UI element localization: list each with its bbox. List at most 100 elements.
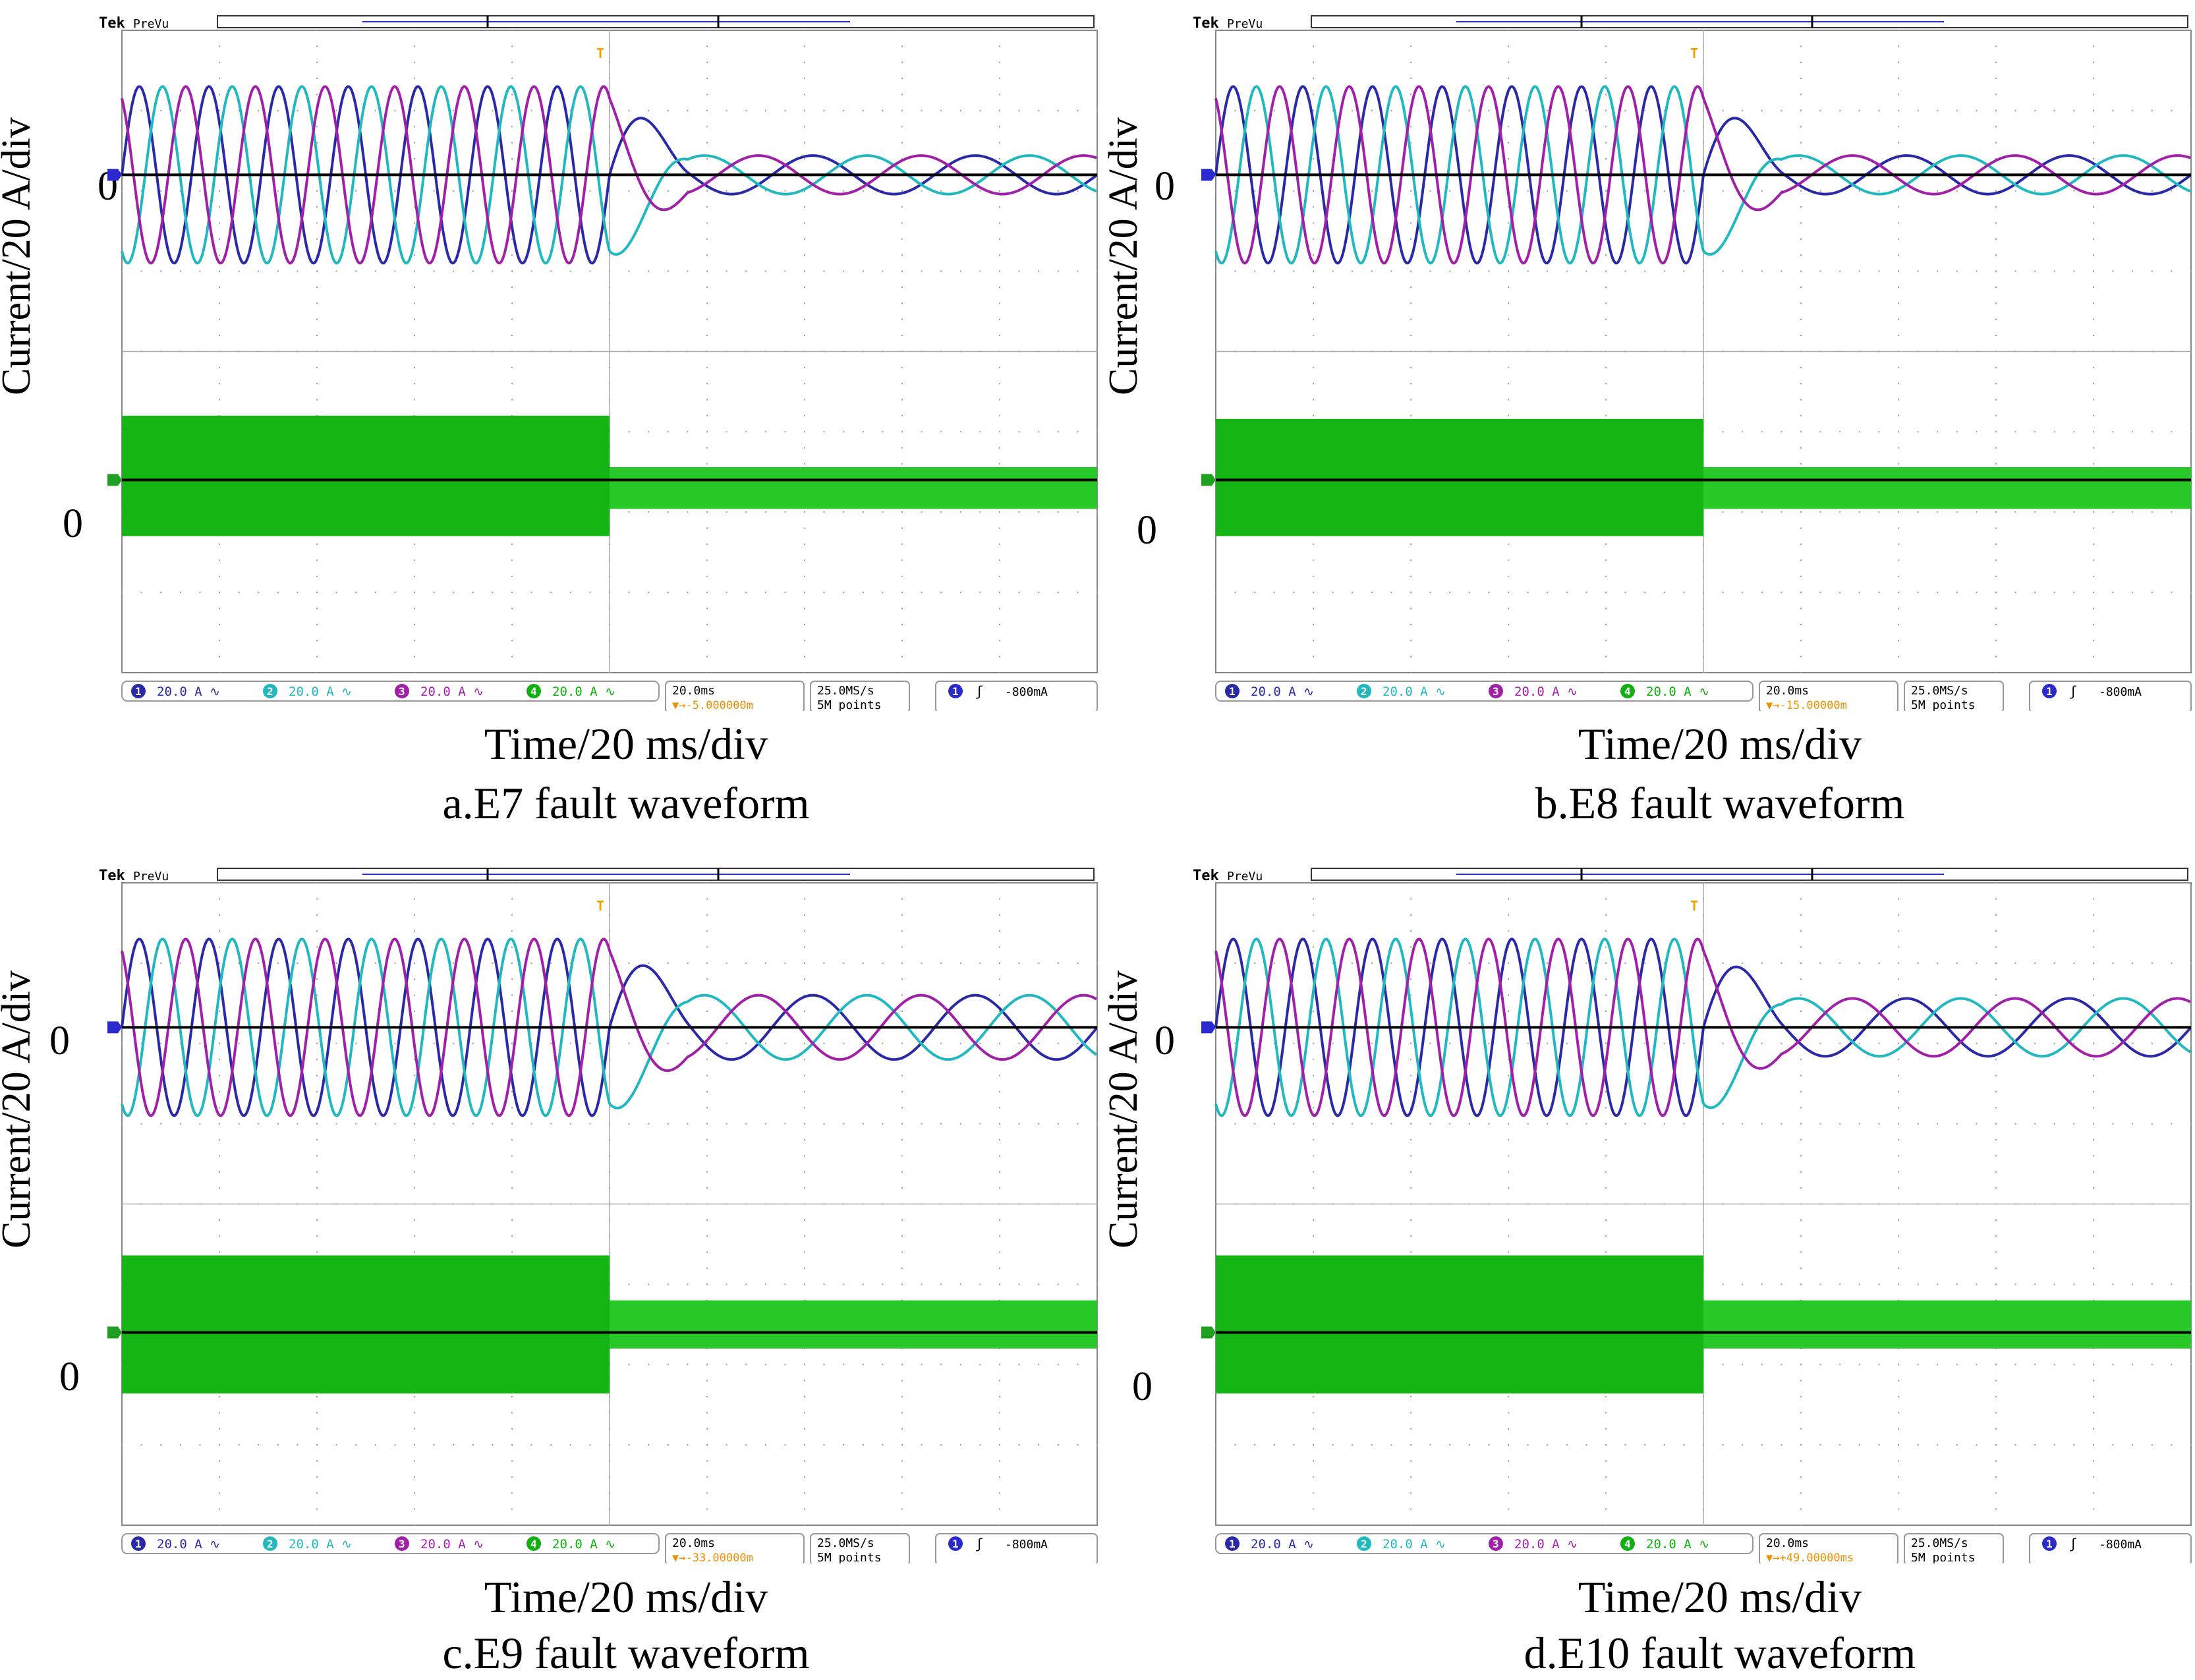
brand-label: Tek bbox=[99, 868, 125, 884]
sample-rate-value: 25.0MS/s bbox=[817, 1536, 874, 1550]
timebase-box bbox=[665, 681, 805, 711]
sample-rate-value: 25.0MS/s bbox=[817, 684, 874, 698]
ch3-scale: 20.0 A ∿ bbox=[420, 685, 484, 699]
ch1-scale: 20.0 A ∿ bbox=[1251, 1537, 1314, 1552]
record-length-value: 5M points bbox=[817, 1551, 882, 1563]
ch4-badge bbox=[1620, 1536, 1635, 1551]
brand-label: Tek bbox=[99, 15, 125, 32]
ch4-badge bbox=[527, 1536, 541, 1551]
ch3-badge bbox=[395, 684, 409, 698]
brand-label: Tek bbox=[1193, 15, 1219, 32]
timebase-value: 20.0ms bbox=[672, 684, 715, 698]
mode-label: PreVu bbox=[133, 870, 169, 883]
ch4-badge bbox=[527, 684, 541, 698]
ch1-number: 1 bbox=[1229, 685, 1236, 698]
delay-value: ▼→+49.00000ms bbox=[1766, 1552, 1854, 1563]
ch4-marker bbox=[1201, 474, 1216, 486]
channel-settings-box bbox=[1215, 1533, 1753, 1554]
ch4-band-pre bbox=[122, 416, 610, 536]
sample-rate-value: 25.0MS/s bbox=[1911, 1536, 1968, 1550]
scope-screen: Tek PreVu T 1 20.0 A ∿ 2 20.0 A ∿ 3 20.0 A ∿ 4 20.… bbox=[1193, 868, 2192, 1563]
ch3-badge bbox=[1489, 1536, 1503, 1551]
ch1-marker bbox=[107, 1021, 122, 1034]
ch2-badge bbox=[1357, 1536, 1371, 1551]
timebase-value: 20.0ms bbox=[1766, 1536, 1809, 1550]
ch2-number: 2 bbox=[267, 1538, 273, 1550]
record-view-bar bbox=[1311, 15, 2188, 28]
ch3-number: 3 bbox=[399, 685, 405, 698]
trigger-time-marker: T bbox=[1690, 898, 1698, 914]
phase-3-trace bbox=[121, 85, 1097, 265]
ch3-badge bbox=[395, 1536, 409, 1551]
y-axis-label: Current/20 A/div bbox=[0, 117, 39, 395]
caption: a.E7 fault waveform bbox=[442, 778, 810, 828]
ch4-band-pre bbox=[1216, 1255, 1703, 1394]
trigger-box bbox=[2029, 681, 2192, 711]
acquisition-box bbox=[1904, 1533, 2004, 1563]
ch2-number: 2 bbox=[1361, 1538, 1367, 1550]
ch4-marker bbox=[107, 474, 122, 486]
caption: b.E8 fault waveform bbox=[1535, 778, 1905, 828]
ch1-number: 1 bbox=[135, 685, 142, 698]
zero-label-bottom: 0 bbox=[1137, 508, 1157, 553]
zero-label-bottom: 0 bbox=[59, 1355, 80, 1399]
phase-3-trace bbox=[121, 938, 1097, 1117]
ch1-marker bbox=[1201, 169, 1216, 181]
ch4-badge bbox=[1620, 684, 1635, 698]
trigger-slope: ʃ bbox=[2069, 683, 2077, 699]
y-axis-label: Current/20 A/div bbox=[1101, 117, 1146, 395]
trigger-box bbox=[935, 681, 1098, 711]
trigger-slope: ʃ bbox=[975, 683, 983, 699]
trigger-channel-badge bbox=[948, 684, 963, 698]
zero-label-bottom: 0 bbox=[1132, 1364, 1153, 1409]
ch2-badge bbox=[1357, 684, 1371, 698]
record-length-value: 5M points bbox=[1911, 1551, 1976, 1563]
x-axis-label: Time/20 ms/div bbox=[484, 719, 768, 769]
caption: c.E9 fault waveform bbox=[442, 1628, 810, 1678]
ch1-marker bbox=[107, 169, 122, 181]
trigger-level: -800mA bbox=[1005, 1538, 1048, 1552]
zero-label-top: 0 bbox=[1155, 164, 1175, 209]
trigger-level: -800mA bbox=[1005, 685, 1048, 699]
timebase-value: 20.0ms bbox=[1766, 684, 1809, 698]
trigger-channel-number: 1 bbox=[2046, 1538, 2053, 1550]
ch1-badge bbox=[131, 684, 146, 698]
scope-screen: Tek PreVu T 1 20.0 A ∿ 2 20.0 A ∿ 3 20.0 A ∿ 4 20.… bbox=[99, 15, 1098, 711]
mode-label: PreVu bbox=[1227, 17, 1263, 31]
ch2-scale: 20.0 A ∿ bbox=[289, 685, 352, 699]
ch4-number: 4 bbox=[1624, 1538, 1631, 1550]
ch4-scale: 20.0 A ∿ bbox=[1646, 685, 1709, 699]
ch4-marker bbox=[1201, 1326, 1216, 1339]
trigger-box bbox=[935, 1533, 1098, 1563]
trigger-channel-number: 1 bbox=[952, 1538, 959, 1550]
ch1-badge bbox=[1225, 684, 1240, 698]
x-axis-label: Time/20 ms/div bbox=[1578, 719, 1862, 769]
ch4-band-pre bbox=[1216, 418, 1703, 536]
acquisition-box bbox=[810, 681, 910, 711]
ch3-number: 3 bbox=[399, 1538, 405, 1550]
y-axis-label: Current/20 A/div bbox=[0, 970, 39, 1248]
ch4-number: 4 bbox=[530, 1538, 537, 1550]
record-view-bar bbox=[217, 15, 1095, 28]
acquisition-box bbox=[810, 1533, 910, 1563]
ch4-scale: 20.0 A ∿ bbox=[552, 1537, 615, 1552]
ch1-number: 1 bbox=[1229, 1538, 1236, 1550]
trigger-level: -800mA bbox=[2099, 1538, 2142, 1552]
ch1-badge bbox=[131, 1536, 146, 1551]
timebase-value: 20.0ms bbox=[672, 1536, 715, 1550]
ch2-badge bbox=[263, 1536, 277, 1551]
zero-label-bottom: 0 bbox=[63, 501, 83, 546]
caption: d.E10 fault waveform bbox=[1524, 1628, 1916, 1678]
ch3-scale: 20.0 A ∿ bbox=[420, 1537, 484, 1552]
zero-label-top: 0 bbox=[1155, 1019, 1175, 1063]
delay-value: ▼→-15.00000m bbox=[1766, 699, 1847, 711]
trigger-level: -800mA bbox=[2099, 685, 2142, 699]
x-axis-label: Time/20 ms/div bbox=[484, 1572, 768, 1622]
record-length-value: 5M points bbox=[817, 698, 882, 711]
y-axis-label: Current/20 A/div bbox=[1101, 970, 1146, 1248]
ch4-scale: 20.0 A ∿ bbox=[552, 685, 615, 699]
trigger-box bbox=[2029, 1533, 2192, 1563]
ch3-scale: 20.0 A ∿ bbox=[1514, 1537, 1578, 1552]
delay-value: ▼→-33.00000m bbox=[672, 1552, 753, 1563]
ch2-badge bbox=[263, 684, 277, 698]
